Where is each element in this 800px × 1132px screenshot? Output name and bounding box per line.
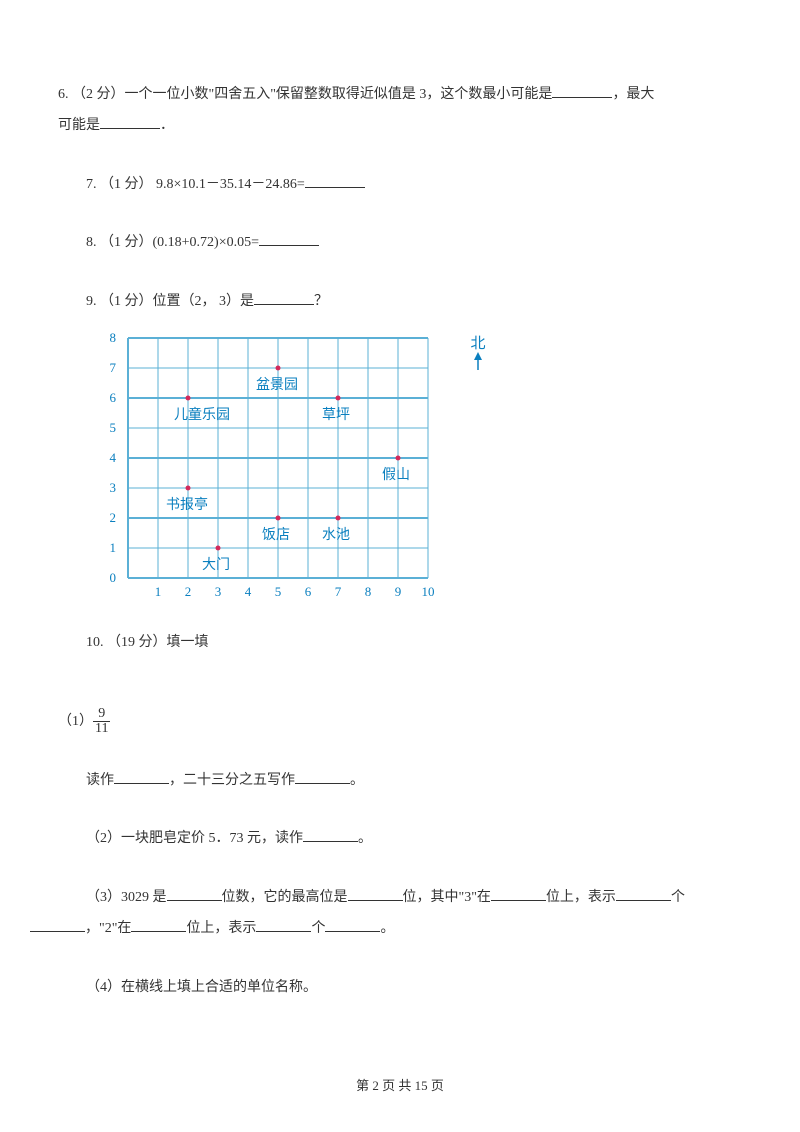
svg-text:北: 北 <box>470 335 485 352</box>
q7-blank[interactable] <box>305 174 365 188</box>
svg-text:2: 2 <box>110 510 117 525</box>
s3-f: ，"2"在 <box>85 921 131 936</box>
s1-b: ，二十三分之五写作 <box>169 773 295 788</box>
fraction-9-11: 911 <box>93 707 110 736</box>
s3-h: 个 <box>311 921 325 936</box>
question-7: 7. （1 分） 9.8×10.1－35.14－24.86= <box>58 170 742 201</box>
chart-point-label: 水池 <box>322 524 350 544</box>
s1-blank-2[interactable] <box>295 770 350 784</box>
svg-text:7: 7 <box>110 360 117 375</box>
chart-point-label: 书报亭 <box>166 494 208 514</box>
s3-blank-1[interactable] <box>167 887 222 901</box>
q6-blank-2[interactable] <box>100 115 160 129</box>
question-9: 9. （1 分）位置（2， 3）是 ？ <box>58 287 742 318</box>
s3-blank-5[interactable] <box>30 918 85 932</box>
svg-text:1: 1 <box>110 540 117 555</box>
s3-c: 位，其中"3"在 <box>403 890 491 905</box>
q9-blank[interactable] <box>254 291 314 305</box>
svg-text:4: 4 <box>110 450 117 465</box>
sub-2: （2）一块肥皂定价 5．73 元，读作 。 <box>58 824 742 855</box>
s3-d: 位上，表示 <box>546 890 616 905</box>
svg-text:7: 7 <box>335 584 342 599</box>
q7-text: 7. （1 分） 9.8×10.1－35.14－24.86= <box>86 177 305 192</box>
svg-text:8: 8 <box>365 584 372 599</box>
svg-text:0: 0 <box>110 570 117 585</box>
svg-text:5: 5 <box>110 420 117 435</box>
q6-line2a: 可能是 <box>58 118 100 133</box>
q6-prefix: 6. （2 分）一个一位小数"四舍五入"保留整数取得近似值是 3，这个数最小可能… <box>58 87 552 102</box>
svg-text:10: 10 <box>422 584 435 599</box>
q6-mid: ，最大 <box>612 87 654 102</box>
question-6: 6. （2 分）一个一位小数"四舍五入"保留整数取得近似值是 3，这个数最小可能… <box>58 80 742 142</box>
question-10: 10. （19 分）填一填 <box>58 628 742 659</box>
svg-text:3: 3 <box>215 584 222 599</box>
q8-blank[interactable] <box>259 232 319 246</box>
q9-end: ？ <box>314 294 328 309</box>
q8-text: 8. （1 分）(0.18+0.72)×0.05= <box>86 235 259 250</box>
chart-point-label: 草坪 <box>322 404 350 424</box>
s3-b: 位数，它的最高位是 <box>222 890 348 905</box>
svg-text:6: 6 <box>305 584 312 599</box>
svg-text:8: 8 <box>110 330 117 345</box>
s2-b: 。 <box>358 831 372 846</box>
s2-blank[interactable] <box>303 828 358 842</box>
question-8: 8. （1 分）(0.18+0.72)×0.05= <box>58 228 742 259</box>
s2-a: （2）一块肥皂定价 5．73 元，读作 <box>86 831 303 846</box>
s1-blank-1[interactable] <box>114 770 169 784</box>
q6-end: ． <box>160 118 174 133</box>
q9-text: 9. （1 分）位置（2， 3）是 <box>86 294 254 309</box>
svg-text:6: 6 <box>110 390 117 405</box>
s3-blank-7[interactable] <box>256 918 311 932</box>
chart-svg: 0 1 2 3 4 5 6 7 8 1 2 3 4 5 6 7 8 9 10 北 <box>88 328 518 608</box>
chart-point-label: 饭店 <box>262 524 290 544</box>
sub-3: （3）3029 是位数，它的最高位是位，其中"3"在位上，表示个 ，"2"在位上… <box>58 883 742 945</box>
svg-text:5: 5 <box>275 584 282 599</box>
svg-text:4: 4 <box>245 584 252 599</box>
sub-1-line2: 读作 ，二十三分之五写作 。 <box>58 766 742 797</box>
s3-g: 位上，表示 <box>186 921 256 936</box>
s1-a: 读作 <box>86 773 114 788</box>
svg-text:9: 9 <box>395 584 402 599</box>
q6-blank-1[interactable] <box>552 84 612 98</box>
sub1-pre: （1） <box>58 714 93 729</box>
s3-a: （3）3029 是 <box>86 890 167 905</box>
s3-blank-2[interactable] <box>348 887 403 901</box>
s3-i: 。 <box>380 921 394 936</box>
svg-text:1: 1 <box>155 584 162 599</box>
chart-point-label: 盆景园 <box>256 374 298 394</box>
s3-blank-8[interactable] <box>325 918 380 932</box>
page-footer: 第 2 页 共 15 页 <box>0 1075 800 1094</box>
svg-text:2: 2 <box>185 584 192 599</box>
chart-point-label: 儿童乐园 <box>174 404 230 424</box>
s3-blank-6[interactable] <box>131 918 186 932</box>
s3-blank-4[interactable] <box>616 887 671 901</box>
coordinate-chart: 0 1 2 3 4 5 6 7 8 1 2 3 4 5 6 7 8 9 10 北 儿童乐园 盆景园草坪假山书报亭饭店 水池… <box>88 328 742 608</box>
chart-point-label: 大门 <box>202 554 230 574</box>
s3-blank-3[interactable] <box>491 887 546 901</box>
sub-1-frac: （1）911 <box>58 707 742 738</box>
q10-text: 10. （19 分）填一填 <box>86 635 209 650</box>
sub-4: （4）在横线上填上合适的单位名称。 <box>58 973 742 1004</box>
s3-e: 个 <box>671 890 685 905</box>
chart-point-label: 假山 <box>382 464 410 484</box>
s1-c: 。 <box>350 773 364 788</box>
svg-text:3: 3 <box>110 480 117 495</box>
s4-text: （4）在横线上填上合适的单位名称。 <box>86 980 317 995</box>
